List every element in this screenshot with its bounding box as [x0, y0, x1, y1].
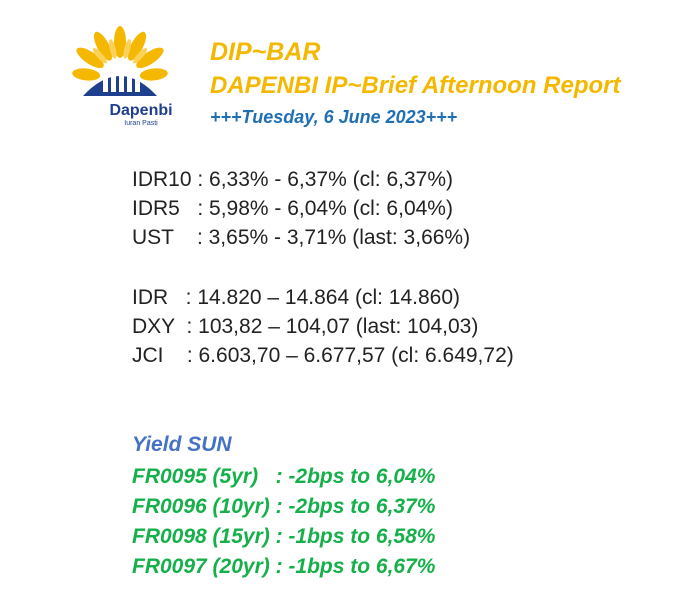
rate-idr10: IDR10 : 6,33% - 6,37% (cl: 6,37%) — [132, 168, 453, 191]
market-jci: JCI : 6.603,70 – 6.677,57 (cl: 6.649,72) — [132, 344, 514, 367]
bond-rates-block: IDR10 : 6,33% - 6,37% (cl: 6,37%) IDR5 :… — [132, 165, 470, 252]
yield-fr0095: FR0095 (5yr) : -2bps to 6,04% — [132, 465, 436, 488]
market-idr: IDR : 14.820 – 14.864 (cl: 14.860) — [132, 286, 461, 309]
logo-tagline: Iuran Pasti — [124, 120, 158, 127]
logo-name: Dapenbi — [109, 102, 173, 119]
report-date: +++Tuesday, 6 June 2023+++ — [210, 107, 458, 127]
sun-building-icon — [72, 26, 168, 96]
dapenbi-logo: Dapenbi Iuran Pasti — [55, 26, 185, 134]
rate-idr5: IDR5 : 5,98% - 6,04% (cl: 6,04%) — [132, 197, 453, 220]
market-dxy: DXY : 103,82 – 104,07 (last: 104,03) — [132, 315, 479, 338]
yield-fr0096: FR0096 (10yr) : -2bps to 6,37% — [132, 495, 436, 518]
market-block: IDR : 14.820 – 14.864 (cl: 14.860) DXY :… — [132, 283, 514, 370]
yield-sun-heading: Yield SUN — [132, 433, 232, 456]
report-subtitle: DAPENBI IP~Brief Afternoon Report — [210, 72, 621, 99]
yield-sun-list: FR0095 (5yr) : -2bps to 6,04% FR0096 (10… — [132, 462, 435, 582]
yield-fr0097: FR0097 (20yr) : -1bps to 6,67% — [132, 555, 436, 578]
report-title: DIP~BAR — [210, 38, 321, 66]
yield-fr0098: FR0098 (15yr) : -1bps to 6,58% — [132, 525, 436, 548]
rate-ust: UST : 3,65% - 3,71% (last: 3,66%) — [132, 226, 471, 249]
